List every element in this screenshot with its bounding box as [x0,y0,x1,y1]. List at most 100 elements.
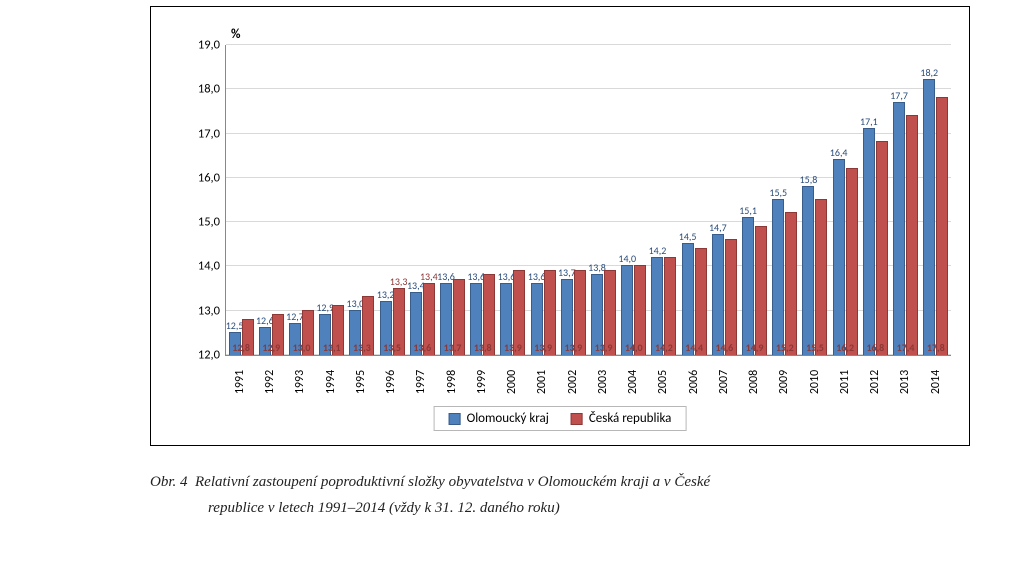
legend-swatch-icon [449,413,461,425]
x-tick-label: 1999 [475,370,489,394]
bar-cr [453,279,465,355]
bar-olomoucky: 13,2 [380,301,392,355]
bar-group: 16,4 [830,45,860,355]
x-tick: 2011 [830,357,860,390]
bar-group: 12,5 [226,45,256,355]
bar-group: 14,5 [679,45,709,355]
bar-olomoucky: 17,1 [863,128,875,355]
bar-cr [483,274,495,355]
bar-olomoucky: 15,8 [802,186,814,355]
y-tick-label: 13,0 [198,303,220,318]
x-tick-label: 2007 [717,370,731,394]
bar-olomoucky: 14,2 [651,257,663,355]
y-axis-unit: % [231,27,240,42]
x-tick: 2005 [649,357,679,390]
x-tick-label: 1992 [263,370,277,394]
bar-value-label: 14,7 [709,223,727,233]
x-tick: 1999 [467,357,497,390]
x-tick-label: 2012 [868,370,882,394]
x-tick: 2014 [921,357,951,390]
bar-olomoucky: 13,6 [531,283,543,355]
bar-group: 13,8 [588,45,618,355]
bar-olomoucky: 13,6 [470,283,482,355]
bar-olomoucky: 13,0 [349,310,361,355]
x-tick: 1994 [316,357,346,390]
x-tick: 2013 [891,357,921,390]
bar-group: 14,7 [709,45,739,355]
bar-value-label: 15,5 [769,188,787,198]
bar-group: 12,6 [256,45,286,355]
bar-value-label: 14,5 [679,232,697,242]
chart-frame: % 12,512,612,712,913,013,213,313,413,413… [150,6,970,446]
x-tick: 1998 [437,357,467,390]
x-tick-label: 2005 [657,370,671,394]
bar-cr [242,319,254,355]
x-tick: 2007 [709,357,739,390]
bar-olomoucky: 15,1 [742,217,754,355]
bar-value-label: 14,0 [618,254,636,264]
y-tick-label: 19,0 [198,38,220,53]
bar-olomoucky: 12,5 [229,332,241,355]
bar-olomoucky: 13,6 [440,283,452,355]
x-tick-label: 2001 [536,370,550,394]
bar-cr [544,270,556,355]
x-tick: 1997 [407,357,437,390]
x-tick-label: 1995 [354,370,368,394]
bar-olomoucky: 13,4 [410,292,422,355]
x-tick: 2000 [497,357,527,390]
bar-group: 15,1 [739,45,769,355]
bar-olomoucky: 18,2 [923,79,935,355]
bar-group: 17,7 [890,45,920,355]
bar-value-label: 17,1 [860,117,878,127]
y-tick-label: 14,0 [198,259,220,274]
bar-value-label: 13,3 [390,277,408,287]
bar-value-label: 18,2 [920,68,938,78]
bar-olomoucky: 15,5 [772,199,784,355]
bar-olomoucky: 14,7 [712,234,724,355]
figure-caption: Obr. 4 Relativní zastoupení poproduktivn… [150,470,970,521]
x-tick-label: 1994 [324,370,338,394]
y-tick-label: 15,0 [198,215,220,230]
plot-area: 12,512,612,712,913,013,213,313,413,413,6… [225,45,951,356]
bar-group: 12,7 [286,45,316,355]
x-tick: 1995 [346,357,376,390]
bar-cr [513,270,525,355]
x-tick-label: 2013 [899,370,913,394]
bar-olomoucky: 17,7 [893,102,905,355]
x-tick: 1991 [225,357,255,390]
bar-group: 15,8 [800,45,830,355]
caption-line2: republice v letech 1991–2014 (vždy k 31.… [150,496,970,522]
bar-cr: 13,3 [393,288,405,355]
x-tick-label: 1997 [415,370,429,394]
bars-container: 12,512,612,712,913,013,213,313,413,413,6… [226,45,951,355]
bar-cr [574,270,586,355]
y-tick-label: 17,0 [198,126,220,141]
x-tick-label: 1998 [445,370,459,394]
x-tick-label: 2009 [778,370,792,394]
bar-cr [785,212,797,355]
legend-item-cr: Česká republika [571,411,672,426]
bar-value-label: 14,2 [649,246,667,256]
bar-group: 13,6 [437,45,467,355]
x-tick: 2010 [800,357,830,390]
x-tick-label: 2010 [808,370,822,394]
x-tick: 1992 [255,357,285,390]
bar-olomoucky: 13,8 [591,274,603,355]
x-tick: 1993 [286,357,316,390]
bar-cr [876,141,888,355]
x-tick-label: 2000 [505,370,519,394]
bar-group: 15,5 [770,45,800,355]
x-tick: 2012 [860,357,890,390]
x-tick-label: 2004 [626,370,640,394]
y-tick-label: 16,0 [198,170,220,185]
bar-olomoucky: 13,6 [500,283,512,355]
bar-cr [755,226,767,355]
bar-olomoucky: 12,6 [259,327,271,355]
bar-group: 13,213,3 [377,45,407,355]
bar-cr: 13,4 [423,283,435,355]
bar-group: 13,413,4 [407,45,437,355]
page: % 12,512,612,712,913,013,213,313,413,413… [0,0,1024,568]
x-tick-label: 2002 [566,370,580,394]
legend-label: Olomoucký kraj [467,411,549,426]
bar-cr [272,314,284,355]
